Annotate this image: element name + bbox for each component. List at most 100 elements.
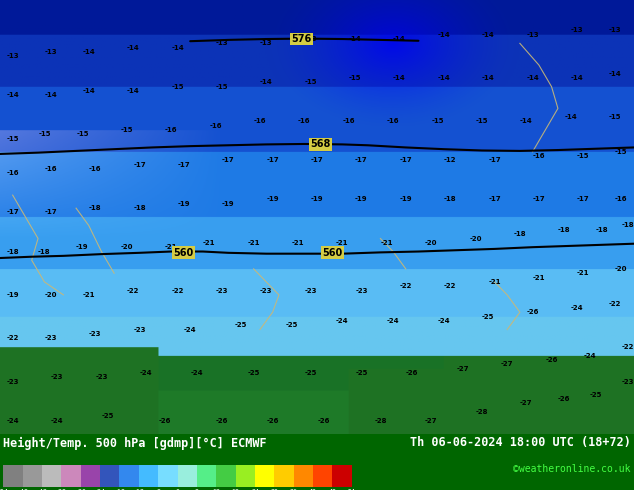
Text: -15: -15 xyxy=(304,79,317,85)
Text: -20: -20 xyxy=(44,292,57,298)
Text: -22: -22 xyxy=(399,283,412,289)
Text: -16: -16 xyxy=(533,153,545,159)
Text: -26: -26 xyxy=(216,417,228,424)
Text: 8: 8 xyxy=(195,489,199,490)
Text: -15: -15 xyxy=(171,84,184,90)
Text: -24: -24 xyxy=(51,417,63,424)
Text: -16: -16 xyxy=(615,196,628,202)
Text: -30: -30 xyxy=(75,489,87,490)
Text: -18: -18 xyxy=(89,205,101,211)
Text: -13: -13 xyxy=(6,53,19,59)
Text: -22: -22 xyxy=(6,335,19,341)
Text: -13: -13 xyxy=(216,40,228,47)
Text: -20: -20 xyxy=(615,266,628,272)
Text: -16: -16 xyxy=(209,123,222,129)
Text: -15: -15 xyxy=(76,131,89,137)
Text: -15: -15 xyxy=(6,136,19,142)
Text: 54: 54 xyxy=(348,489,356,490)
Text: -23: -23 xyxy=(621,379,634,385)
Text: Height/Temp. 500 hPa [gdmp][°C] ECMWF: Height/Temp. 500 hPa [gdmp][°C] ECMWF xyxy=(3,437,267,449)
Text: -14: -14 xyxy=(609,71,621,77)
Text: -17: -17 xyxy=(133,162,146,168)
Text: 560: 560 xyxy=(174,248,194,258)
Text: -21: -21 xyxy=(380,240,393,246)
Text: -21: -21 xyxy=(247,240,260,246)
Text: -14: -14 xyxy=(482,32,495,38)
Text: -21: -21 xyxy=(336,240,349,246)
Text: -19: -19 xyxy=(6,292,19,298)
Text: -14: -14 xyxy=(526,75,539,81)
Text: -26: -26 xyxy=(545,357,558,363)
Text: -15: -15 xyxy=(349,75,361,81)
Text: -25: -25 xyxy=(304,370,317,376)
Text: -54: -54 xyxy=(0,489,9,490)
Bar xyxy=(294,465,313,487)
Text: -27: -27 xyxy=(425,417,437,424)
Text: -22: -22 xyxy=(444,283,456,289)
Text: -23: -23 xyxy=(44,335,57,341)
Text: -13: -13 xyxy=(571,27,583,33)
Bar xyxy=(3,465,23,487)
Text: -17: -17 xyxy=(311,157,323,164)
Text: -22: -22 xyxy=(171,288,184,294)
Text: -14: -14 xyxy=(437,75,450,81)
Text: -17: -17 xyxy=(222,157,235,164)
Text: -26: -26 xyxy=(266,417,279,424)
Bar xyxy=(100,465,119,487)
Text: -23: -23 xyxy=(95,374,108,380)
Text: -16: -16 xyxy=(298,119,311,124)
Text: -15: -15 xyxy=(476,119,488,124)
Text: -24: -24 xyxy=(139,370,152,376)
Bar xyxy=(275,465,294,487)
Text: -18: -18 xyxy=(621,222,634,228)
Bar xyxy=(139,465,158,487)
Text: -25: -25 xyxy=(590,392,602,397)
Bar xyxy=(61,465,81,487)
Text: -15: -15 xyxy=(431,119,444,124)
Text: -24: -24 xyxy=(571,305,583,311)
Text: -22: -22 xyxy=(127,288,139,294)
Text: -25: -25 xyxy=(101,413,114,419)
Text: -13: -13 xyxy=(526,32,539,38)
Text: -15: -15 xyxy=(577,153,590,159)
Text: -21: -21 xyxy=(533,274,545,281)
Bar xyxy=(178,465,197,487)
Text: -14: -14 xyxy=(437,32,450,38)
Text: -19: -19 xyxy=(399,196,412,202)
Text: -18: -18 xyxy=(38,248,51,254)
Text: -20: -20 xyxy=(469,236,482,242)
Text: 24: 24 xyxy=(251,489,259,490)
Text: -12: -12 xyxy=(444,157,456,164)
Text: -38: -38 xyxy=(55,489,67,490)
Text: -42: -42 xyxy=(36,489,48,490)
Text: -23: -23 xyxy=(133,326,146,333)
Text: -24: -24 xyxy=(94,489,106,490)
Text: -21: -21 xyxy=(82,292,95,298)
Text: 36: 36 xyxy=(290,489,298,490)
Text: -24: -24 xyxy=(387,318,399,324)
Text: -18: -18 xyxy=(113,489,126,490)
Text: -15: -15 xyxy=(216,84,228,90)
Text: -21: -21 xyxy=(165,244,178,250)
Text: -16: -16 xyxy=(6,171,19,176)
Text: -14: -14 xyxy=(393,36,406,42)
Bar xyxy=(81,465,100,487)
Text: -25: -25 xyxy=(285,322,298,328)
Text: -14: -14 xyxy=(44,93,57,98)
Bar xyxy=(23,465,42,487)
Text: -22: -22 xyxy=(621,344,634,350)
Bar xyxy=(332,465,352,487)
Text: -18: -18 xyxy=(514,231,526,237)
Text: -19: -19 xyxy=(355,196,368,202)
Text: -26: -26 xyxy=(406,370,418,376)
Bar xyxy=(216,465,236,487)
Text: 48: 48 xyxy=(328,489,337,490)
Text: -14: -14 xyxy=(520,119,533,124)
Text: -15: -15 xyxy=(38,131,51,137)
Text: -28: -28 xyxy=(476,409,488,415)
Text: -23: -23 xyxy=(51,374,63,380)
Text: -24: -24 xyxy=(6,417,19,424)
Text: -23: -23 xyxy=(355,288,368,294)
Text: -14: -14 xyxy=(82,49,95,55)
Bar xyxy=(313,465,332,487)
